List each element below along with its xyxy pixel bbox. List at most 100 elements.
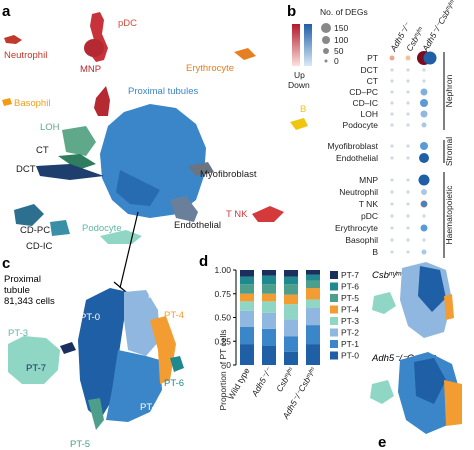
bar-ytick-3: 0.75 xyxy=(214,289,231,299)
legend-swatch-7 xyxy=(330,351,338,360)
cluster-endothelial xyxy=(170,196,198,222)
bar-seg-0-2 xyxy=(240,310,254,327)
group-label-1: Stromal xyxy=(444,137,454,166)
dot-emph-3 xyxy=(423,51,437,65)
label-proximal-tubules: Proximal tubules xyxy=(128,86,198,97)
cluster-pt1 xyxy=(106,350,162,422)
bar-ylabel: Proportion of PT cells xyxy=(218,329,228,410)
dot-2-1 xyxy=(406,79,410,83)
dot-2-0 xyxy=(390,79,394,83)
bar-seg-3-7 xyxy=(306,270,320,275)
legend-tick-0: 0 xyxy=(334,56,339,66)
dot-row-label-10: Neutrophil xyxy=(339,187,378,197)
dot-10-0 xyxy=(390,190,394,194)
dot-7-1 xyxy=(406,144,410,148)
dot-1-1 xyxy=(406,68,410,72)
cluster-ct xyxy=(58,154,96,170)
dot-12-2 xyxy=(422,214,426,218)
legend-entry-3: PT-4 xyxy=(341,305,359,315)
dot-4-1 xyxy=(406,101,410,105)
panel-b-letter: b xyxy=(287,3,296,20)
bar-seg-3-6 xyxy=(306,274,320,281)
panel-e-letter: e xyxy=(378,434,386,450)
label-cdic: CD-IC xyxy=(26,241,53,252)
dot-7-0 xyxy=(390,144,394,148)
bar-seg-1-2 xyxy=(262,312,276,329)
e-bottom-pt0 xyxy=(414,358,446,404)
pt-title-line2: tubule xyxy=(4,285,30,296)
label-e-adh5-csb: Adh5⁻/⁻Csbᵐ/ᵐ xyxy=(371,353,437,364)
dot-emph-13 xyxy=(421,201,427,207)
dot-13-1 xyxy=(406,226,410,230)
bar-seg-0-1 xyxy=(240,327,254,345)
label-cdpc: CD-PC xyxy=(20,225,50,236)
cluster-cdic xyxy=(50,220,70,236)
bar-seg-2-5 xyxy=(284,284,298,295)
cluster-basophil xyxy=(2,98,12,106)
bar-seg-1-5 xyxy=(262,284,276,294)
legend-entry-6: PT-1 xyxy=(341,339,359,349)
dot-emph-1 xyxy=(405,55,411,61)
label-pt0: PT-0 xyxy=(80,312,100,323)
dot-emph-10 xyxy=(418,174,430,186)
label-myofibroblast: Myofibroblast xyxy=(200,169,257,180)
legend-entry-2: PT-5 xyxy=(341,293,359,303)
legend-swatch-2 xyxy=(330,294,338,302)
bar-seg-1-6 xyxy=(262,275,276,285)
dot-15-1 xyxy=(406,250,410,254)
label-podocyte: Podocyte xyxy=(82,223,122,234)
cluster-pt5 xyxy=(88,398,104,430)
cluster-cdpc xyxy=(14,204,44,226)
dot-row-label-4: CD–IC xyxy=(352,98,378,108)
dot-row-label-3: CD–PC xyxy=(349,87,378,97)
bar-category-2: Csbᵐ/ᵐ xyxy=(274,365,296,393)
dot-14-1 xyxy=(406,238,410,242)
label-pt2: PT-2 xyxy=(148,290,168,301)
pt-title-line3: 81,343 cells xyxy=(4,296,55,307)
dot-1-2 xyxy=(422,68,426,72)
cluster-pt7 xyxy=(60,342,76,354)
dot-row-label-7: Myofibroblast xyxy=(327,141,378,151)
panel-b: b No. of DEGs 150 100 50 0 Up Down Adh5⁻… xyxy=(287,0,458,258)
label-ct: CT xyxy=(36,145,49,156)
legend-down: Down xyxy=(288,80,310,90)
label-mnp: MNP xyxy=(80,64,101,75)
dot-emph-15 xyxy=(421,249,427,255)
bar-seg-2-0 xyxy=(284,351,298,365)
legend-entry-1: PT-6 xyxy=(341,282,359,292)
dot-11-1 xyxy=(406,202,410,206)
legend-dot-0 xyxy=(324,59,328,63)
dot-row-label-8: Endothelial xyxy=(336,153,378,163)
bar-ytick-1: 0.25 xyxy=(214,336,231,346)
bar-seg-3-1 xyxy=(306,325,320,345)
label-pt1: PT-1 xyxy=(140,402,160,413)
bar-seg-2-2 xyxy=(284,319,298,337)
bar-category-0: Wild type xyxy=(226,366,252,402)
dot-emph-9 xyxy=(419,153,429,163)
legend-up: Up xyxy=(294,70,305,80)
label-basophil: Basophil xyxy=(14,98,50,109)
dot-emph-14 xyxy=(420,224,428,232)
bar-seg-3-2 xyxy=(306,308,320,326)
dot-5-1 xyxy=(406,112,410,116)
cluster-b xyxy=(290,118,308,130)
bar-seg-0-6 xyxy=(240,276,254,285)
cluster-myofibroblast xyxy=(188,162,214,176)
bar-seg-0-4 xyxy=(240,293,254,302)
label-pt4: PT-4 xyxy=(164,310,184,321)
dot-6-0 xyxy=(390,123,394,127)
dot-row-label-15: B xyxy=(372,247,378,257)
cluster-dct xyxy=(36,164,104,180)
legend-up-gradient xyxy=(292,24,300,66)
cluster-neutrophil xyxy=(4,35,22,44)
dot-5-0 xyxy=(390,112,394,116)
legend-swatch-5 xyxy=(330,328,338,337)
label-pt3: PT-3 xyxy=(8,328,28,339)
bar-seg-0-5 xyxy=(240,284,254,294)
dot-row-label-5: LOH xyxy=(361,109,378,119)
label-tnk: T NK xyxy=(226,209,248,220)
dot-row-label-14: Basophil xyxy=(345,235,378,245)
legend-tick-150: 150 xyxy=(334,23,348,33)
bar-seg-3-0 xyxy=(306,344,320,365)
legend-swatch-1 xyxy=(330,282,338,291)
